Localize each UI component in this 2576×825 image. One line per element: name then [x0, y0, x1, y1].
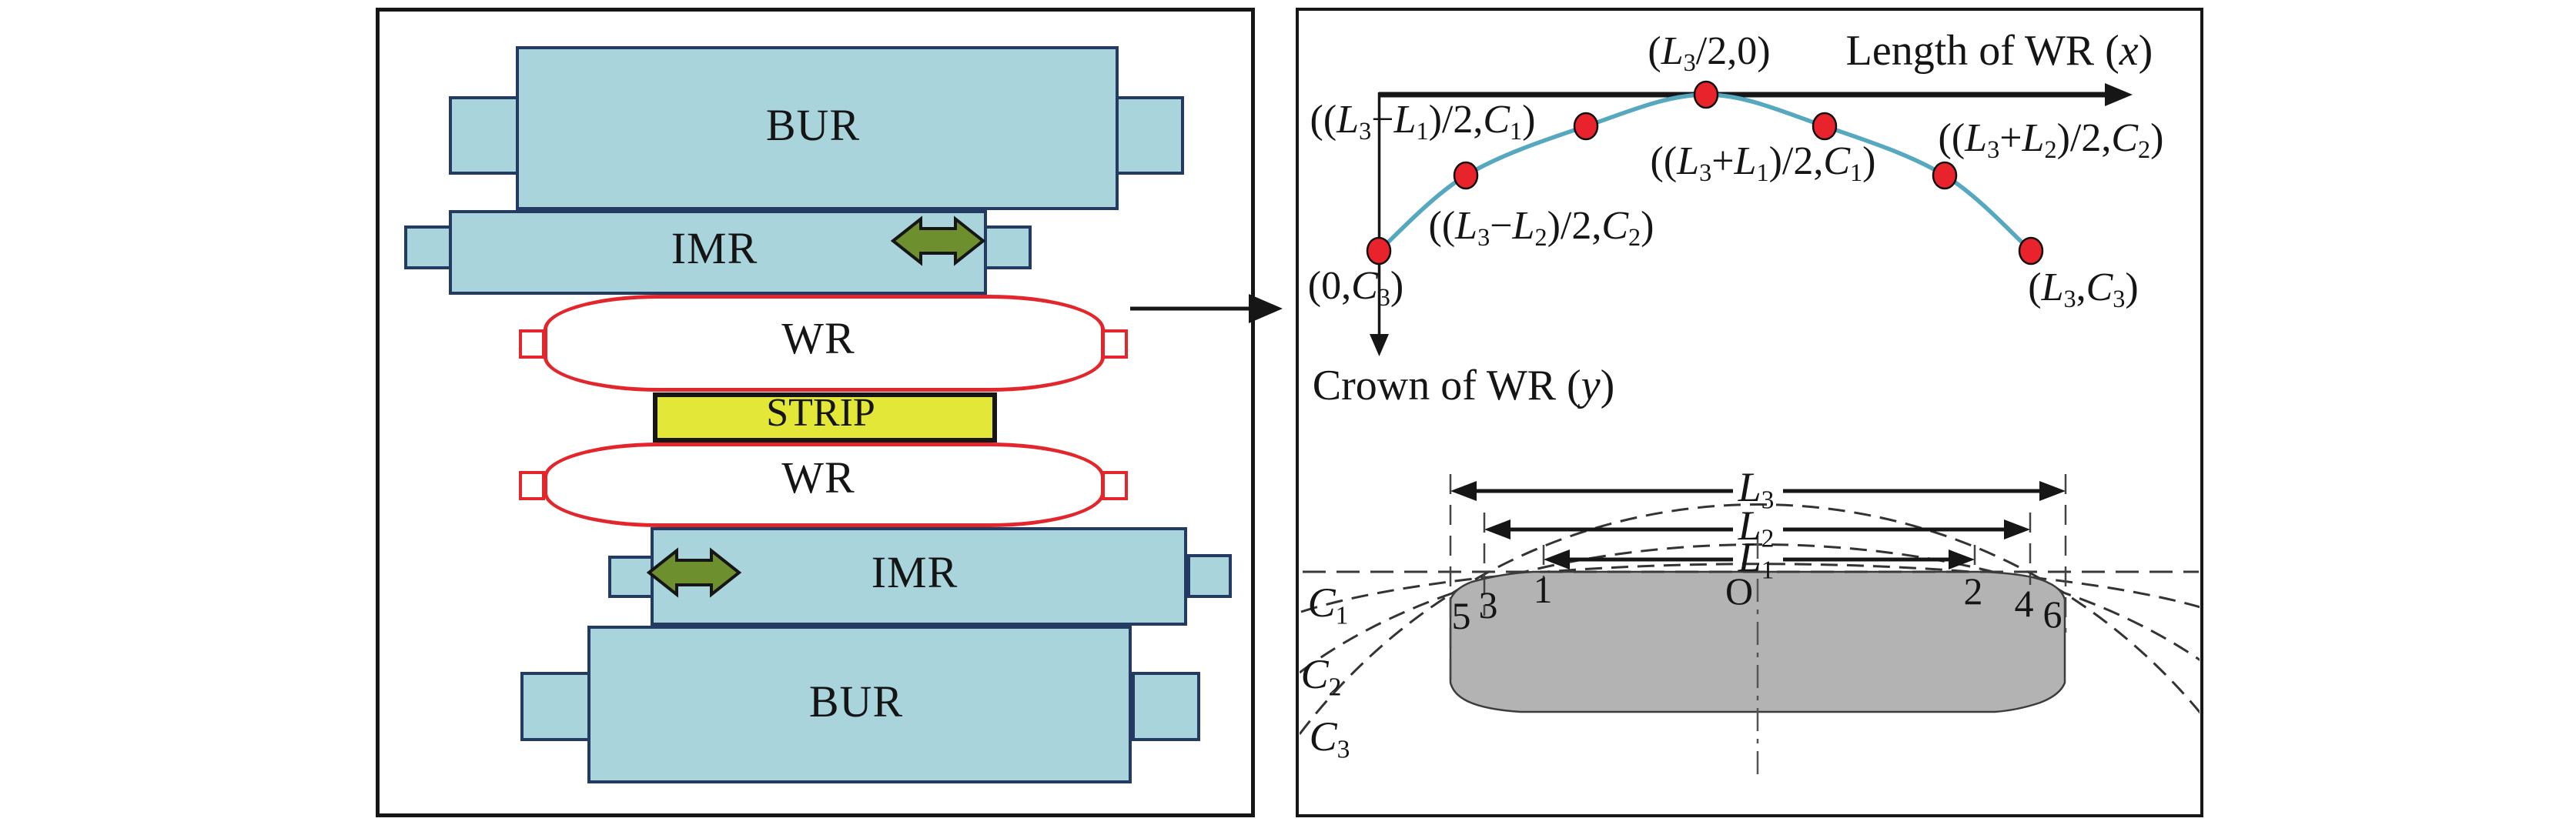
point-coord-label: ((L3−L2)/2,C2) [1428, 204, 1654, 252]
bur-top-label: BUR [765, 100, 861, 150]
wr-top-journal-left [519, 329, 545, 359]
point-coord-label: (0,C3) [1307, 264, 1404, 312]
bur-bottom-journal-right [1132, 672, 1200, 741]
wr-top-label: WR [781, 313, 855, 363]
bur-bottom-journal-left [520, 672, 590, 741]
imr-bottom-journal-right [1187, 554, 1232, 598]
curve-label-c1: C1 [1307, 580, 1349, 630]
point-coord-label: (L3/2,0) [1648, 29, 1771, 77]
imr-bottom-label: IMR [871, 547, 958, 597]
mill-stack-panel [376, 8, 1255, 817]
tangent-point-o: O [1725, 569, 1754, 613]
point-coord-label: ((L3−L1)/2,C1) [1310, 98, 1536, 145]
tangent-point-2: 2 [1963, 569, 1983, 613]
curve-label-c2: C2 [1300, 651, 1342, 702]
strip-bar [653, 392, 997, 443]
bur-top-journal-left [449, 96, 519, 175]
point-coord-label: ((L3+L1)/2,C1) [1650, 139, 1876, 187]
bur-bottom-body [587, 626, 1132, 783]
wr-bottom-journal-right [1102, 471, 1128, 500]
bur-top-body [516, 46, 1119, 210]
wr-bottom-barrel [544, 443, 1105, 527]
imr-bottom-journal-left [608, 556, 654, 598]
tangent-point-6: 6 [2042, 593, 2062, 636]
tangent-point-4: 4 [2014, 582, 2034, 625]
wr-bottom-journal-left [519, 471, 545, 500]
wr-top-journal-right [1102, 329, 1128, 359]
tangent-point-3: 3 [1478, 583, 1498, 626]
bur-top-journal-right [1116, 96, 1184, 175]
dimension-label-l1: L1 [1738, 534, 1775, 585]
point-coord-label: ((L3+L2)/2,C2) [1938, 116, 2164, 164]
dimension-label-l2: L2 [1738, 503, 1775, 553]
y-axis-label: Crown of WR (y) [1312, 362, 1615, 409]
imr-top-label: IMR [671, 223, 758, 273]
bur-bottom-label: BUR [808, 676, 904, 726]
x-axis-label: Length of WR (x) [1845, 27, 2153, 75]
point-coord-label: (L3,C3) [2028, 266, 2139, 313]
tangent-point-1: 1 [1533, 568, 1553, 611]
wr-bottom-label: WR [781, 453, 855, 503]
strip-label: STRIP [766, 391, 875, 435]
dimension-label-l3: L3 [1738, 464, 1775, 515]
imr-top-journal-left [404, 225, 452, 269]
imr-top-journal-right [984, 225, 1032, 269]
tangent-point-5: 5 [1451, 594, 1471, 637]
wr-top-barrel [544, 295, 1105, 392]
curve-label-c3: C3 [1309, 713, 1350, 764]
